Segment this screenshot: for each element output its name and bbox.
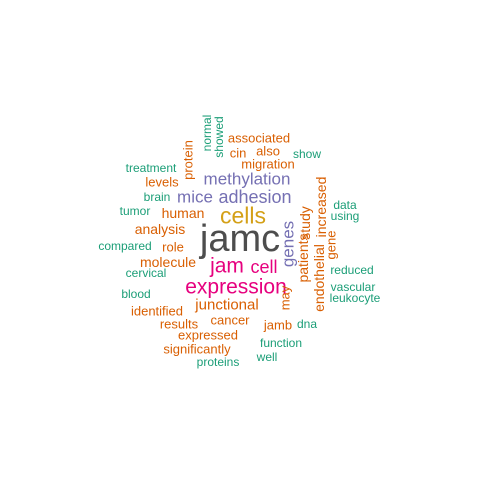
word-showed: showed [212, 116, 226, 158]
word-genes: genes [278, 220, 298, 268]
word-cell: cell [250, 257, 278, 277]
word-compared: compared [98, 239, 152, 253]
word-levels: levels [145, 174, 179, 190]
word-vascular: vascular [330, 280, 376, 294]
word-migration: migration [241, 156, 295, 172]
word-reduced: reduced [330, 263, 374, 277]
word-cervical: cervical [125, 266, 167, 280]
word-using: using [330, 209, 360, 223]
word-associated: associated [227, 130, 291, 146]
word-mice: mice [177, 187, 213, 207]
word-data: data [333, 198, 357, 212]
word-study: study [297, 206, 313, 240]
word-dna: dna [296, 317, 318, 331]
word-treatment: treatment [125, 161, 177, 175]
word-may: may [277, 285, 293, 311]
word-proteins: proteins [196, 355, 240, 369]
word-blood: blood [121, 287, 151, 301]
word-well: well [256, 350, 278, 364]
word-junctional: junctional [195, 296, 259, 314]
word-leukocyte: leukocyte [329, 291, 381, 305]
word-patients: patients [295, 233, 311, 283]
word-function: function [259, 336, 303, 350]
word-jam: jam [210, 254, 244, 278]
word-significantly: significantly [163, 341, 231, 357]
word-expression: expression [185, 275, 287, 299]
word-brain: brain [143, 190, 171, 204]
word-also: also [256, 143, 280, 159]
word-molecule: molecule [139, 254, 197, 270]
word-jamc: jamc [199, 218, 281, 260]
word-gene: gene [323, 230, 339, 260]
word-role: role [162, 239, 184, 255]
word-identified: identified [130, 303, 184, 319]
word-human: human [161, 205, 205, 221]
word-protein: protein [180, 140, 196, 180]
word-jamb: jamb [263, 317, 293, 333]
word-cancer: cancer [210, 312, 250, 328]
word-results: results [159, 316, 199, 332]
word-methylation: methylation [203, 169, 291, 189]
word-expressed: expressed [178, 327, 238, 343]
word-cells: cells [219, 202, 267, 229]
word-show: show [292, 147, 322, 161]
word-tumor: tumor [119, 204, 151, 218]
word-cin: cin [229, 145, 247, 161]
word-adhesion: adhesion [218, 187, 292, 207]
word-analysis: analysis [134, 221, 186, 237]
word-increased: increased [313, 176, 329, 238]
